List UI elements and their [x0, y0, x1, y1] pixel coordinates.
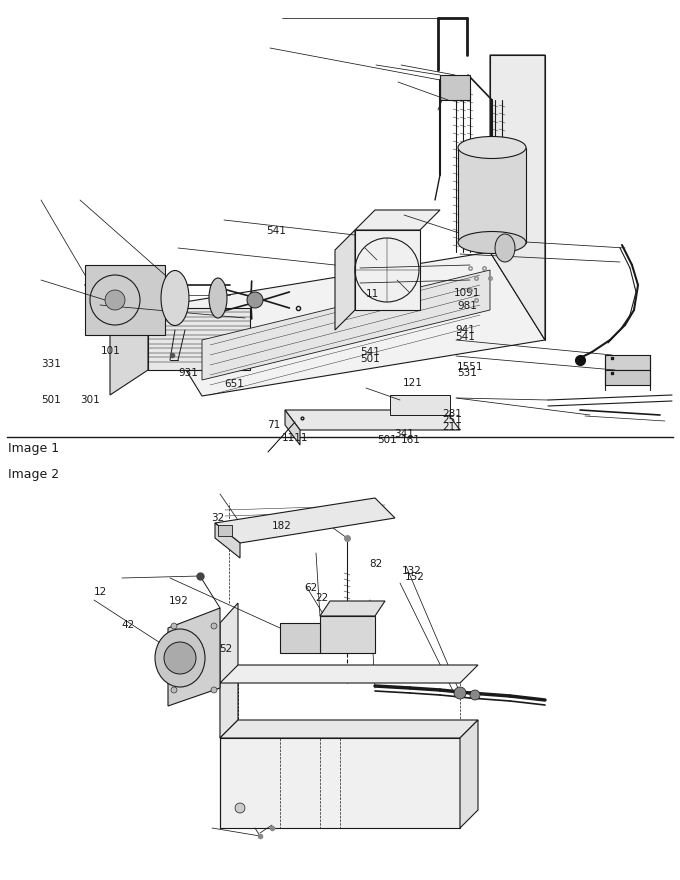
Text: 121: 121 [403, 378, 423, 388]
Text: 501: 501 [377, 435, 397, 445]
Polygon shape [215, 498, 395, 543]
Text: 531: 531 [457, 368, 477, 378]
Text: 152: 152 [405, 572, 425, 583]
Text: 941: 941 [456, 326, 475, 335]
Text: 541: 541 [456, 332, 475, 341]
Text: 211: 211 [442, 422, 462, 432]
Circle shape [454, 687, 466, 699]
Polygon shape [110, 308, 148, 395]
Text: 161: 161 [401, 435, 421, 445]
Circle shape [164, 642, 196, 674]
Text: 101: 101 [101, 346, 120, 356]
Circle shape [470, 690, 480, 700]
Polygon shape [215, 523, 240, 558]
Polygon shape [285, 410, 460, 430]
Text: 22: 22 [315, 593, 328, 603]
Circle shape [105, 290, 125, 310]
Circle shape [211, 687, 217, 693]
Text: 32: 32 [211, 513, 224, 524]
Polygon shape [285, 410, 300, 445]
Text: 541: 541 [360, 348, 380, 357]
Text: 501: 501 [360, 354, 380, 363]
Polygon shape [458, 148, 526, 243]
Polygon shape [355, 230, 420, 310]
Circle shape [211, 623, 217, 629]
Text: 132: 132 [402, 567, 422, 576]
Polygon shape [320, 601, 385, 616]
Ellipse shape [458, 136, 526, 158]
Circle shape [171, 623, 177, 629]
Text: 42: 42 [121, 620, 134, 630]
Text: 541: 541 [267, 226, 286, 236]
Polygon shape [280, 623, 320, 653]
Text: 251: 251 [442, 415, 462, 425]
Polygon shape [202, 270, 490, 380]
Text: 62: 62 [305, 583, 318, 593]
Text: 1111: 1111 [282, 433, 309, 444]
Ellipse shape [458, 231, 526, 253]
Circle shape [171, 687, 177, 693]
Text: Image 1: Image 1 [8, 442, 59, 455]
Polygon shape [605, 370, 650, 385]
Circle shape [247, 292, 263, 308]
Polygon shape [320, 616, 375, 653]
Polygon shape [85, 265, 165, 335]
Text: 301: 301 [80, 395, 100, 406]
Polygon shape [220, 738, 460, 828]
Polygon shape [490, 55, 545, 340]
Text: 182: 182 [272, 521, 292, 532]
Polygon shape [218, 525, 232, 536]
Text: 1091: 1091 [454, 289, 481, 298]
Text: 82: 82 [369, 560, 382, 569]
Ellipse shape [161, 270, 189, 326]
Text: 12: 12 [94, 588, 107, 598]
Text: 501: 501 [41, 395, 61, 406]
Text: 281: 281 [442, 409, 462, 419]
Text: Image 2: Image 2 [8, 468, 59, 481]
Text: 1551: 1551 [457, 362, 483, 371]
Polygon shape [355, 210, 440, 230]
Polygon shape [148, 252, 545, 396]
Polygon shape [390, 395, 450, 415]
Polygon shape [168, 608, 220, 706]
Text: 52: 52 [220, 644, 233, 655]
Circle shape [235, 803, 245, 813]
Polygon shape [220, 603, 238, 738]
Ellipse shape [209, 278, 227, 318]
Text: 981: 981 [457, 301, 477, 311]
Text: 11: 11 [366, 290, 379, 299]
Text: 931: 931 [178, 368, 198, 378]
Text: 651: 651 [224, 379, 244, 390]
Polygon shape [148, 308, 250, 370]
Polygon shape [220, 665, 478, 683]
Ellipse shape [155, 629, 205, 687]
Polygon shape [220, 720, 478, 738]
Polygon shape [605, 355, 650, 370]
Ellipse shape [495, 234, 515, 262]
Text: 162: 162 [321, 621, 341, 631]
Text: 192: 192 [169, 596, 188, 606]
Text: 331: 331 [41, 359, 61, 369]
Text: 71: 71 [267, 420, 280, 430]
Polygon shape [440, 75, 470, 100]
Polygon shape [460, 720, 478, 828]
Text: 341: 341 [394, 429, 414, 438]
Polygon shape [335, 230, 355, 330]
